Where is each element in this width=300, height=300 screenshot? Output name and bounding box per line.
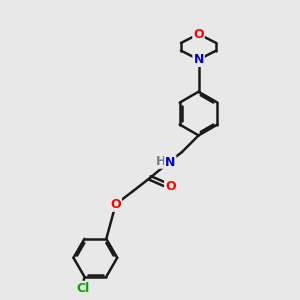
Text: O: O: [193, 28, 204, 40]
Text: Cl: Cl: [76, 282, 89, 295]
Text: H: H: [156, 155, 167, 168]
Text: N: N: [165, 156, 176, 169]
Text: O: O: [110, 198, 121, 211]
Text: N: N: [194, 53, 204, 66]
Text: O: O: [165, 180, 176, 193]
